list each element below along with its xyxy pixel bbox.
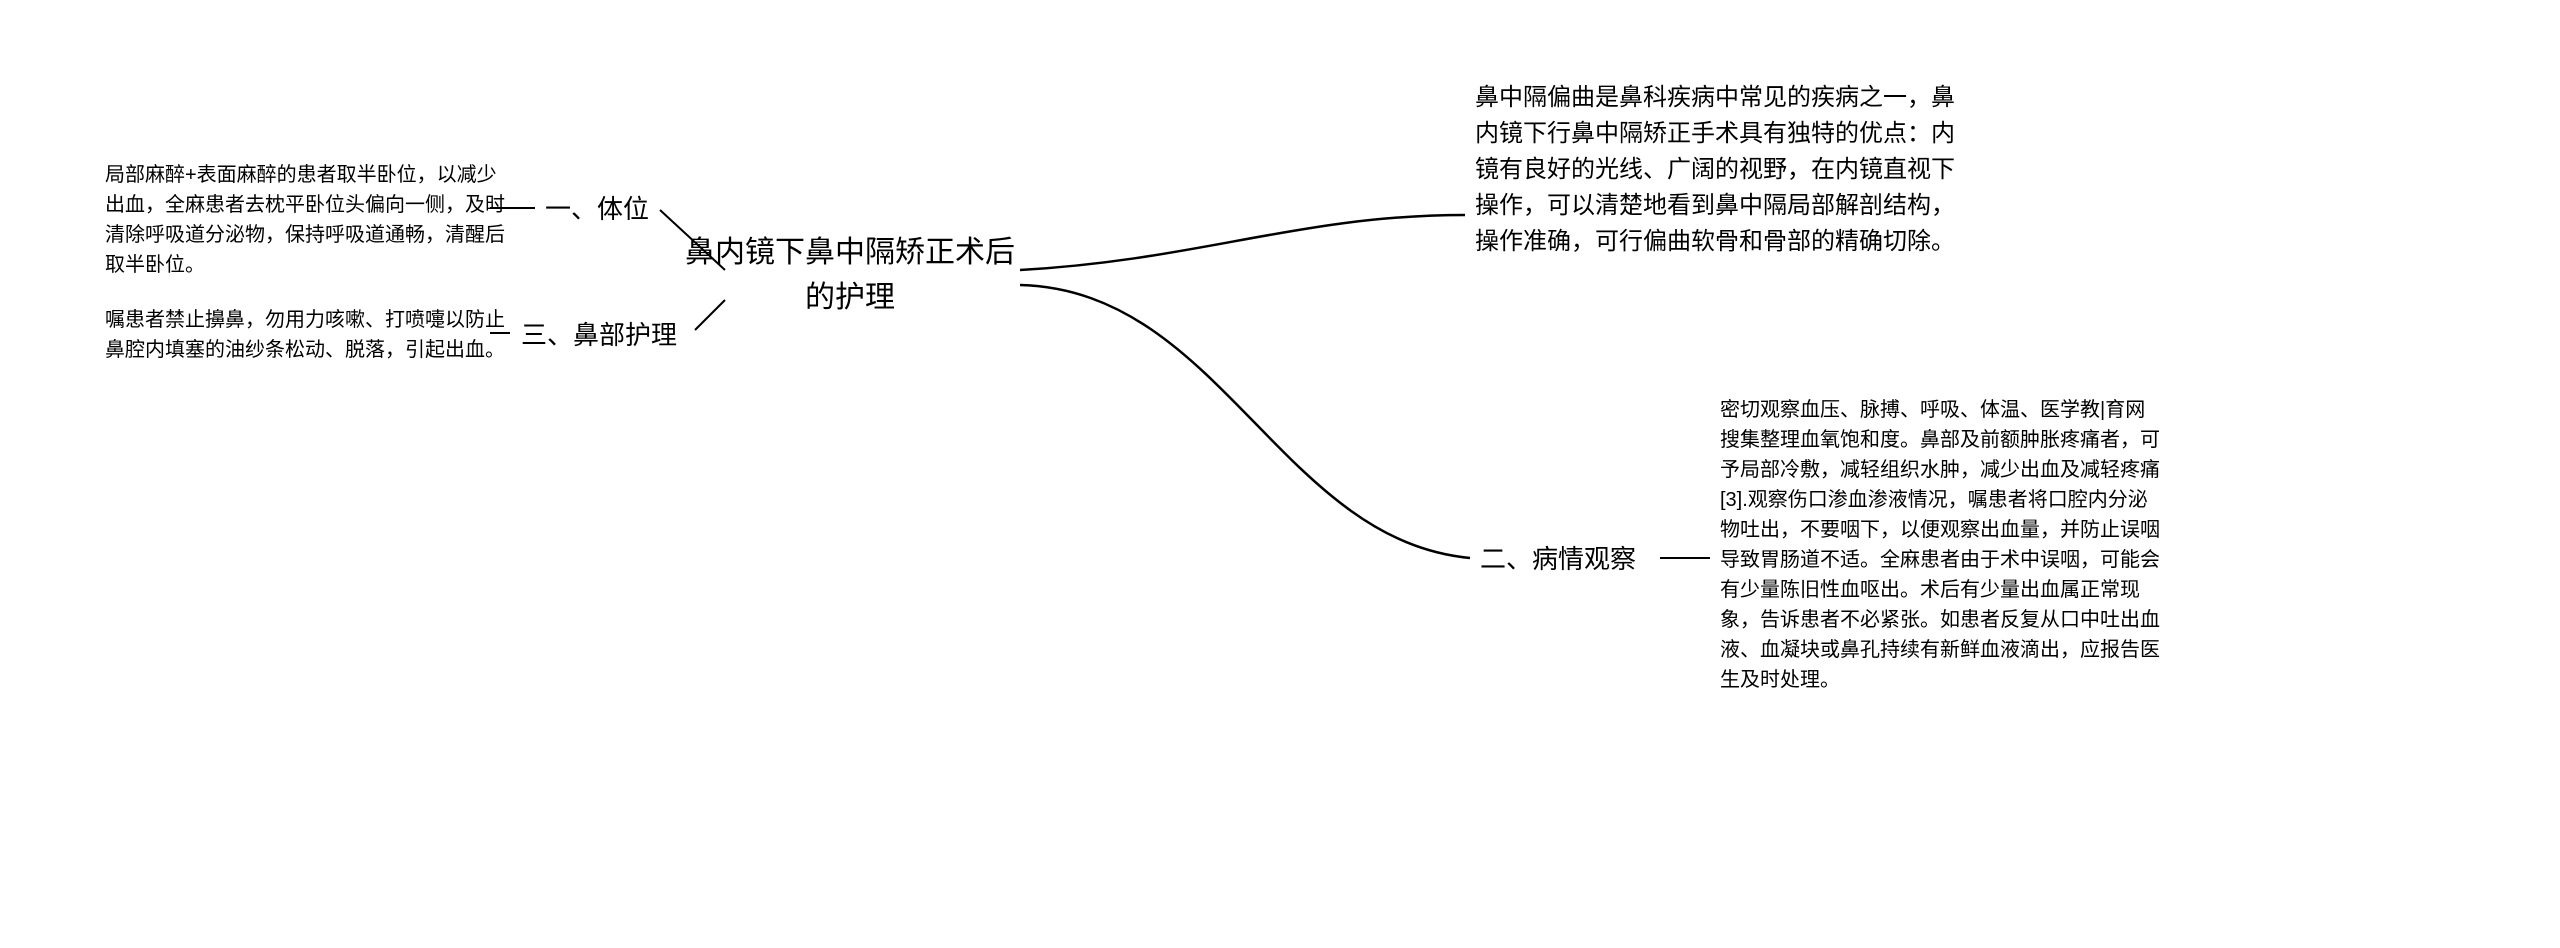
branch-desc-observation: 密切观察血压、脉搏、呼吸、体温、医学教|育网搜集整理血氧饱和度。鼻部及前额肿胀疼… xyxy=(1720,395,2160,695)
center-title-line2: 的护理 xyxy=(805,281,895,314)
mindmap-connectors xyxy=(0,0,2560,948)
connector-observation-main xyxy=(1020,285,1470,558)
branch-label-position: 一、体位 xyxy=(545,190,649,229)
branch-desc-nasal-care: 嘱患者禁止擤鼻，勿用力咳嗽、打喷嚏以防止鼻腔内填塞的油纱条松动、脱落，引起出血。 xyxy=(105,305,505,365)
branch-desc-position: 局部麻醉+表面麻醉的患者取半卧位，以减少出血，全麻患者去枕平卧位头偏向一侧，及时… xyxy=(105,160,505,280)
mindmap-center-title: 鼻内镜下鼻中隔矫正术后 的护理 xyxy=(660,230,1040,320)
intro-paragraph: 鼻中隔偏曲是鼻科疾病中常见的疾病之一，鼻内镜下行鼻中隔矫正手术具有独特的优点：内… xyxy=(1475,80,1955,260)
branch-label-nasal-care: 三、鼻部护理 xyxy=(521,316,677,355)
connector-intro xyxy=(1020,215,1465,270)
center-title-line1: 鼻内镜下鼻中隔矫正术后 xyxy=(685,236,1015,269)
branch-label-observation: 二、病情观察 xyxy=(1480,540,1636,579)
